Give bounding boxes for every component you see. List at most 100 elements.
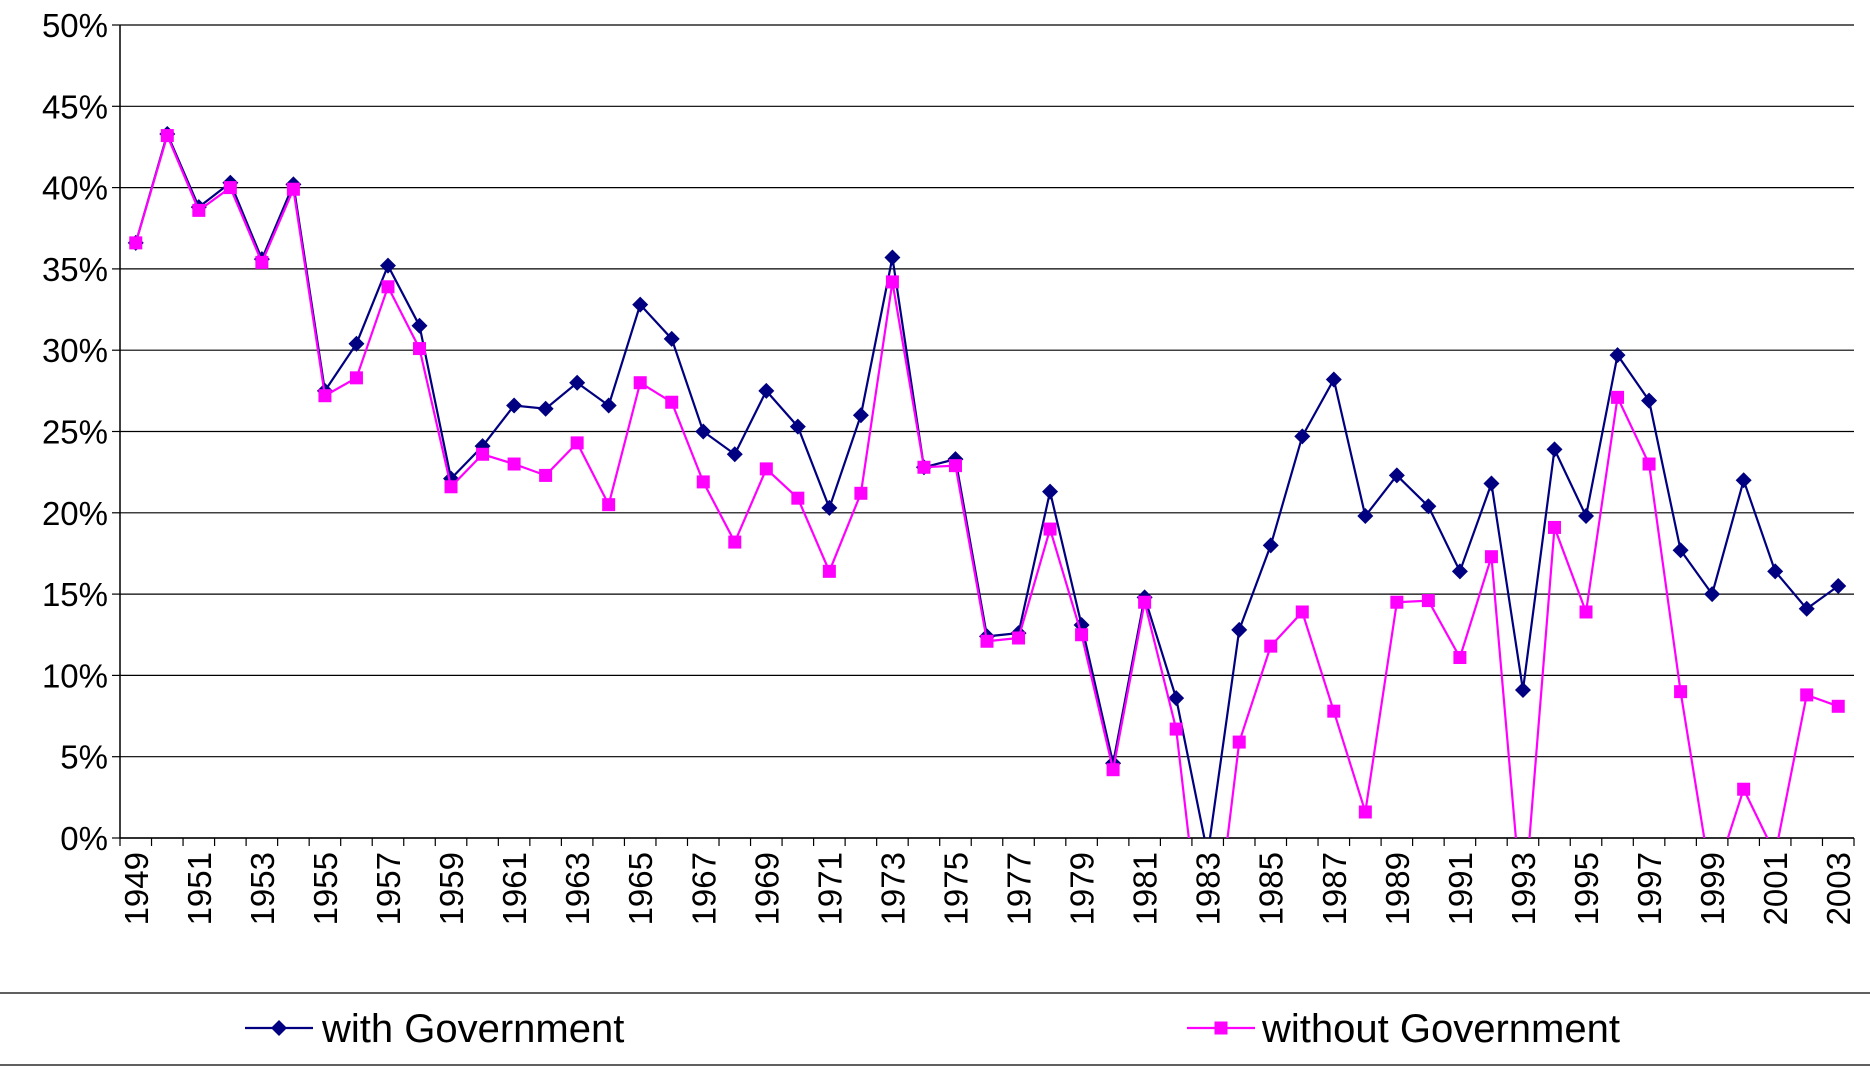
x-tick-label: 1985	[1253, 852, 1290, 925]
marker	[1737, 782, 1751, 796]
marker	[1609, 347, 1626, 364]
marker	[884, 249, 901, 266]
marker	[1042, 483, 1059, 500]
x-tick-label: 1953	[244, 852, 281, 925]
marker	[411, 317, 428, 334]
marker	[1484, 550, 1498, 564]
marker	[286, 182, 300, 196]
marker	[1514, 682, 1531, 699]
marker	[1420, 498, 1437, 515]
x-tick-label: 1999	[1694, 852, 1731, 925]
marker	[1704, 586, 1721, 603]
x-tick-label: 1967	[685, 852, 722, 925]
marker	[980, 634, 994, 648]
x-tick-label: 1983	[1190, 852, 1227, 925]
marker	[695, 423, 712, 440]
y-tick-label: 15%	[42, 576, 108, 613]
marker	[1547, 520, 1561, 534]
marker	[600, 397, 617, 414]
marker	[1579, 605, 1593, 619]
marker	[506, 397, 523, 414]
y-tick-label: 35%	[42, 251, 108, 288]
marker	[1264, 639, 1278, 653]
marker	[271, 1020, 287, 1036]
marker	[854, 486, 868, 500]
marker	[1674, 685, 1688, 699]
marker	[348, 335, 365, 352]
x-tick-label: 1971	[811, 852, 848, 925]
marker	[1325, 371, 1342, 388]
marker	[1169, 722, 1183, 736]
marker	[379, 257, 396, 274]
marker	[948, 459, 962, 473]
marker	[1294, 428, 1311, 445]
marker	[160, 129, 174, 143]
marker	[129, 236, 143, 250]
marker	[1214, 1021, 1228, 1035]
marker	[665, 395, 679, 409]
x-tick-label: 1981	[1127, 852, 1164, 925]
marker	[1798, 600, 1815, 617]
y-tick-label: 5%	[60, 739, 108, 776]
marker	[759, 462, 773, 476]
marker	[789, 418, 806, 435]
marker	[1421, 594, 1435, 608]
marker	[569, 374, 586, 391]
marker	[570, 436, 584, 450]
plot-area	[127, 125, 1847, 838]
marker	[1483, 475, 1500, 492]
marker	[255, 255, 269, 269]
x-tick-label: 2003	[1820, 852, 1857, 925]
marker	[539, 468, 553, 482]
marker	[381, 280, 395, 294]
marker	[1168, 690, 1185, 707]
x-tick-label: 1993	[1505, 852, 1542, 925]
marker	[1390, 595, 1404, 609]
marker	[821, 499, 838, 516]
x-tick-label: 1963	[559, 852, 596, 925]
marker	[696, 475, 710, 489]
y-tick-label: 50%	[42, 7, 108, 44]
marker	[758, 382, 775, 399]
marker	[476, 447, 490, 461]
marker	[444, 480, 458, 494]
marker	[1327, 704, 1341, 718]
marker	[223, 181, 237, 195]
x-tick-label: 1989	[1379, 852, 1416, 925]
marker	[602, 498, 616, 512]
marker	[1611, 390, 1625, 404]
marker	[1106, 763, 1120, 777]
x-tick-label: 1965	[622, 852, 659, 925]
y-tick-label: 25%	[42, 414, 108, 451]
x-tick-label: 1959	[433, 852, 470, 925]
marker	[1767, 563, 1784, 580]
y-tick-label: 40%	[42, 170, 108, 207]
marker	[1075, 628, 1089, 642]
x-tick-label: 1961	[496, 852, 533, 925]
y-tick-label: 30%	[42, 332, 108, 369]
x-tick-label: 1951	[181, 852, 218, 925]
marker	[1830, 577, 1847, 594]
marker	[726, 446, 743, 463]
marker	[1641, 392, 1658, 409]
marker	[1138, 595, 1152, 609]
marker	[349, 371, 363, 385]
marker	[1012, 631, 1026, 645]
x-tick-label: 1997	[1631, 852, 1668, 925]
x-tick-label: 1987	[1316, 852, 1353, 925]
marker	[885, 275, 899, 289]
marker	[1043, 522, 1057, 536]
x-tick-label: 1991	[1442, 852, 1479, 925]
x-tick-label: 2001	[1757, 852, 1794, 925]
legend-item: with Government	[245, 1007, 624, 1051]
marker	[1357, 508, 1374, 525]
marker	[663, 330, 680, 347]
marker	[1546, 441, 1563, 458]
marker	[192, 203, 206, 217]
marker	[822, 564, 836, 578]
marker	[728, 535, 742, 549]
legend-label: with Government	[321, 1007, 624, 1051]
legend-label: without Government	[1261, 1007, 1620, 1051]
marker	[318, 389, 332, 403]
